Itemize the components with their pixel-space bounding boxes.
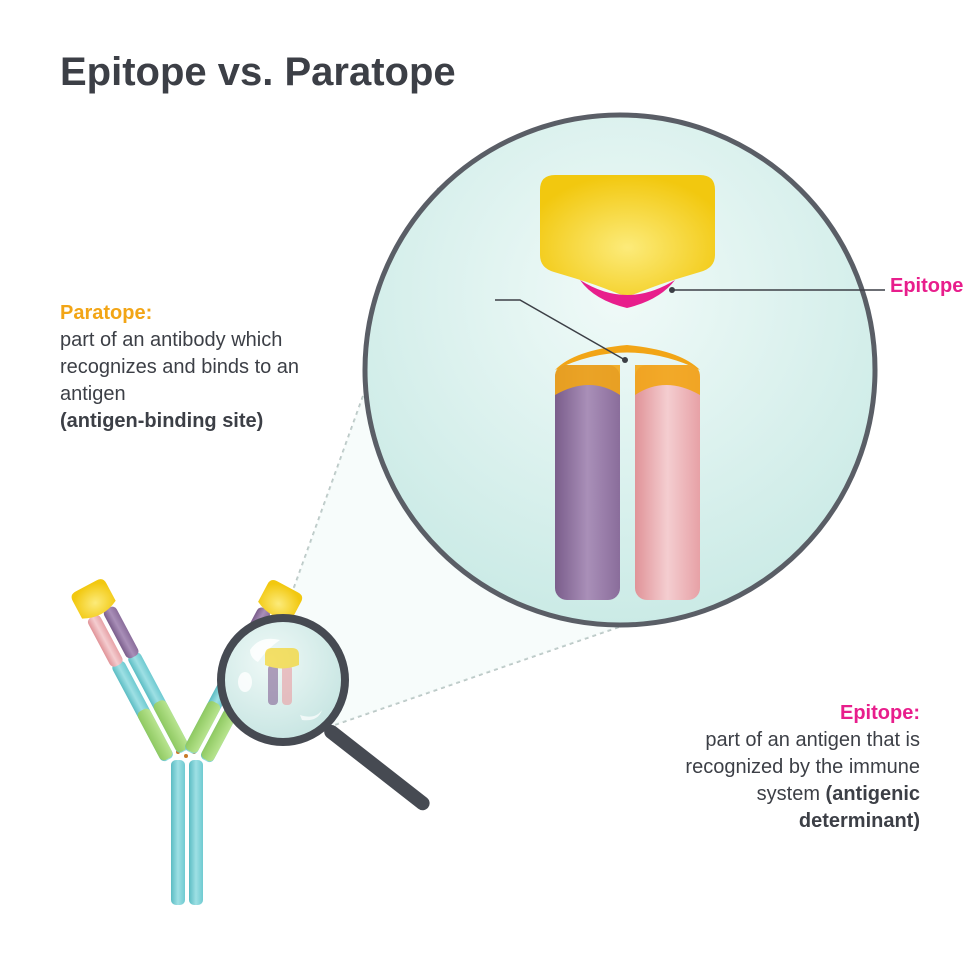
ab-stem-right — [189, 760, 203, 905]
light-chain-pink — [635, 365, 700, 600]
heavy-chain-purple — [555, 365, 620, 600]
ab-stem-left — [171, 760, 185, 905]
ab-left-arm — [69, 577, 193, 764]
diagram-svg — [0, 0, 980, 980]
